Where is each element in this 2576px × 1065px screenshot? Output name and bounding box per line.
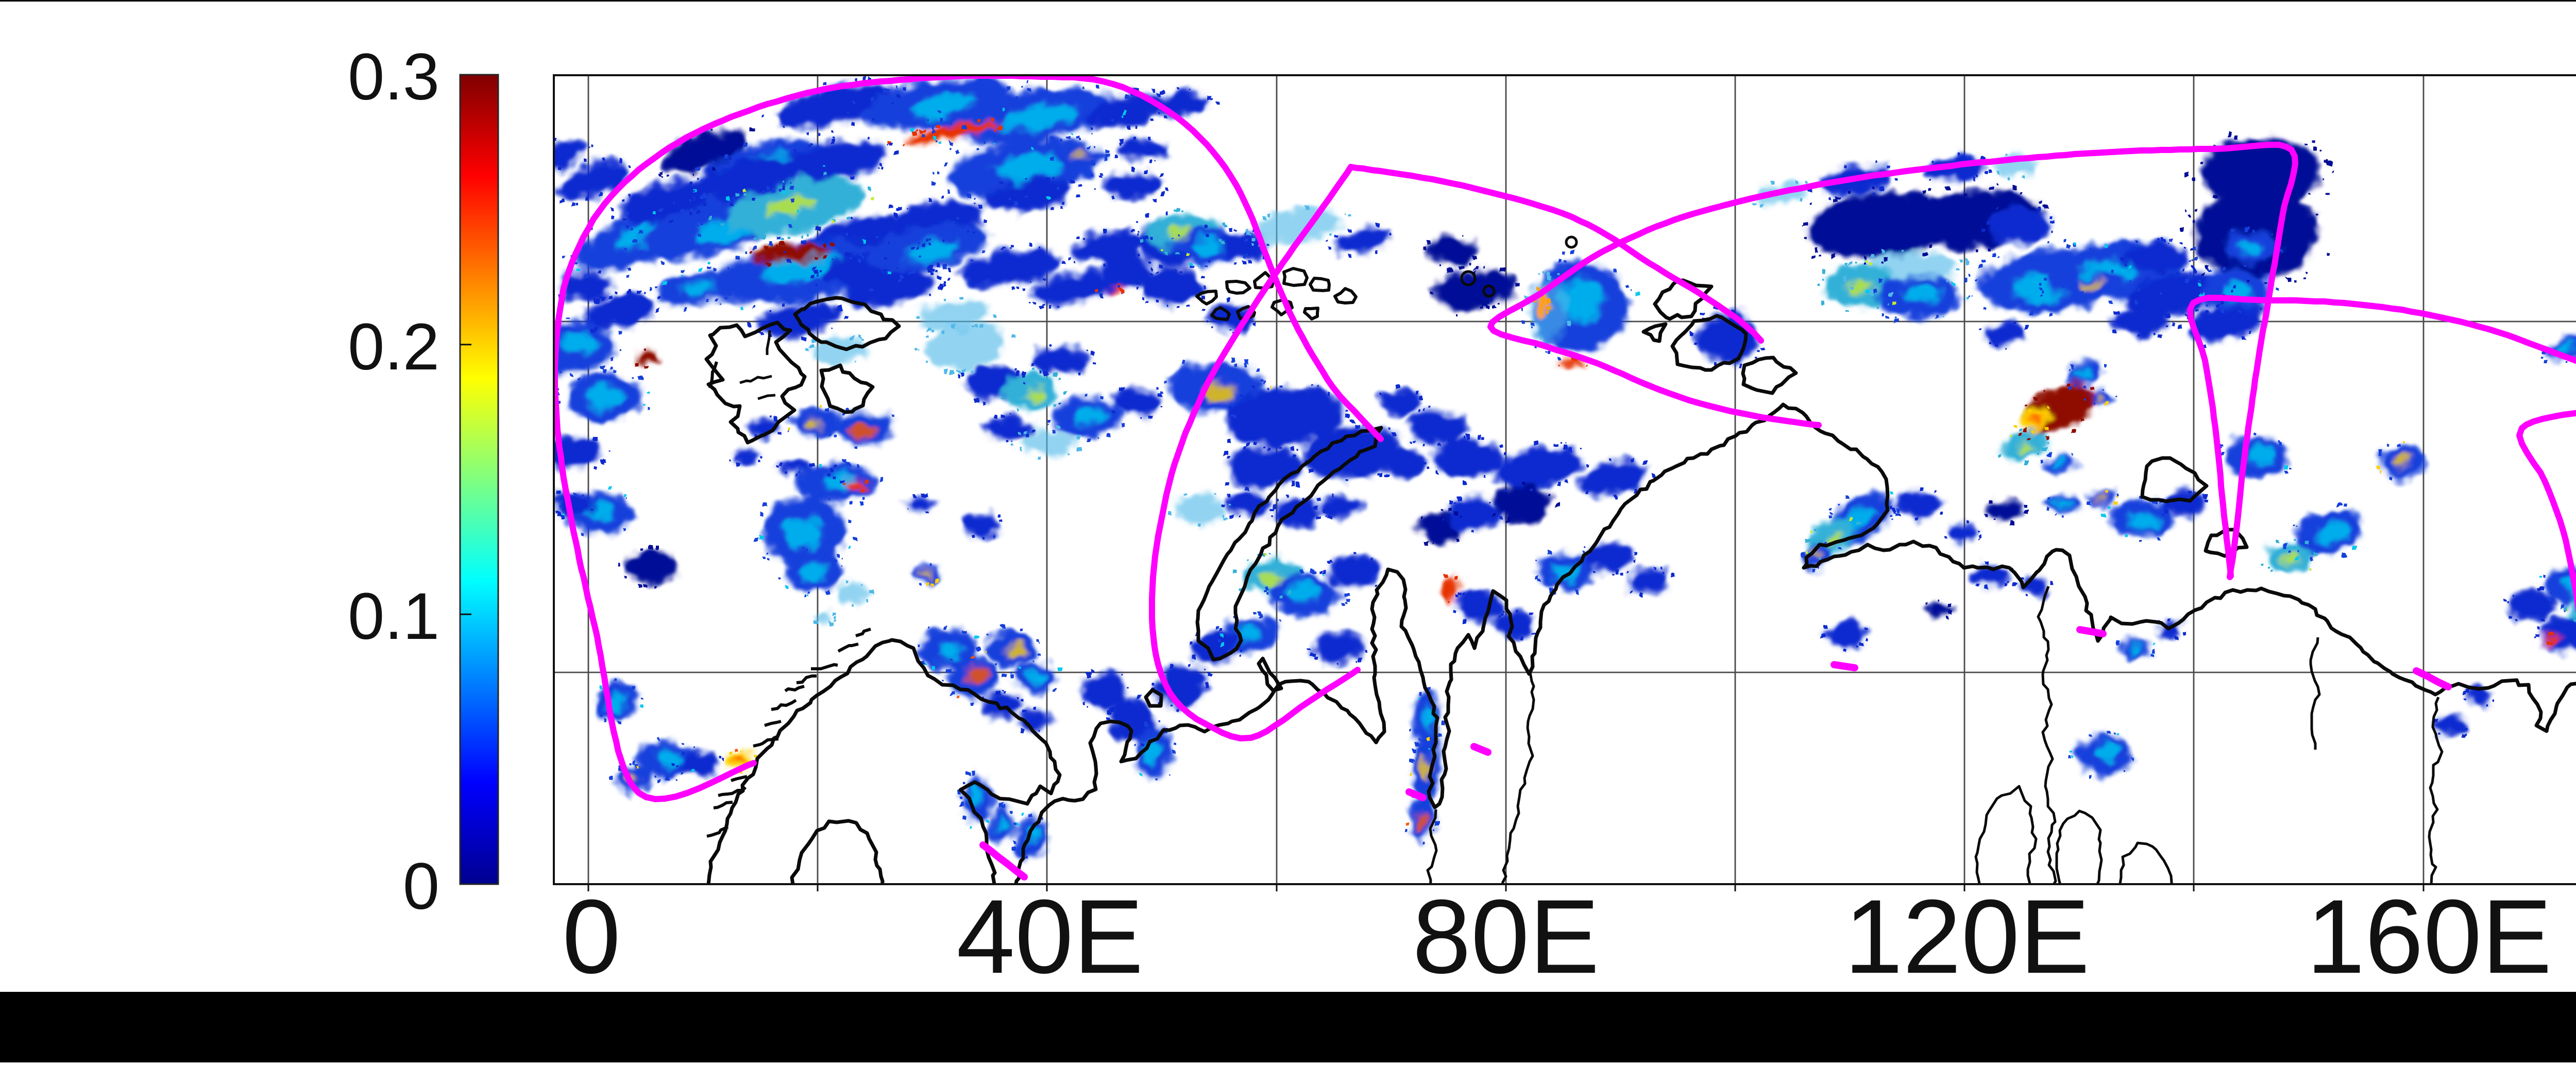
svg-text:0.2: 0.2 xyxy=(348,310,439,384)
svg-text:120E: 120E xyxy=(1844,878,2090,995)
svg-text:0: 0 xyxy=(562,878,620,995)
svg-text:0: 0 xyxy=(403,850,439,923)
svg-text:0.3: 0.3 xyxy=(348,40,439,114)
svg-text:160E: 160E xyxy=(2307,878,2552,995)
svg-text:80E: 80E xyxy=(1413,878,1600,995)
svg-text:0.1: 0.1 xyxy=(348,580,439,653)
svg-text:40E: 40E xyxy=(957,878,1144,995)
